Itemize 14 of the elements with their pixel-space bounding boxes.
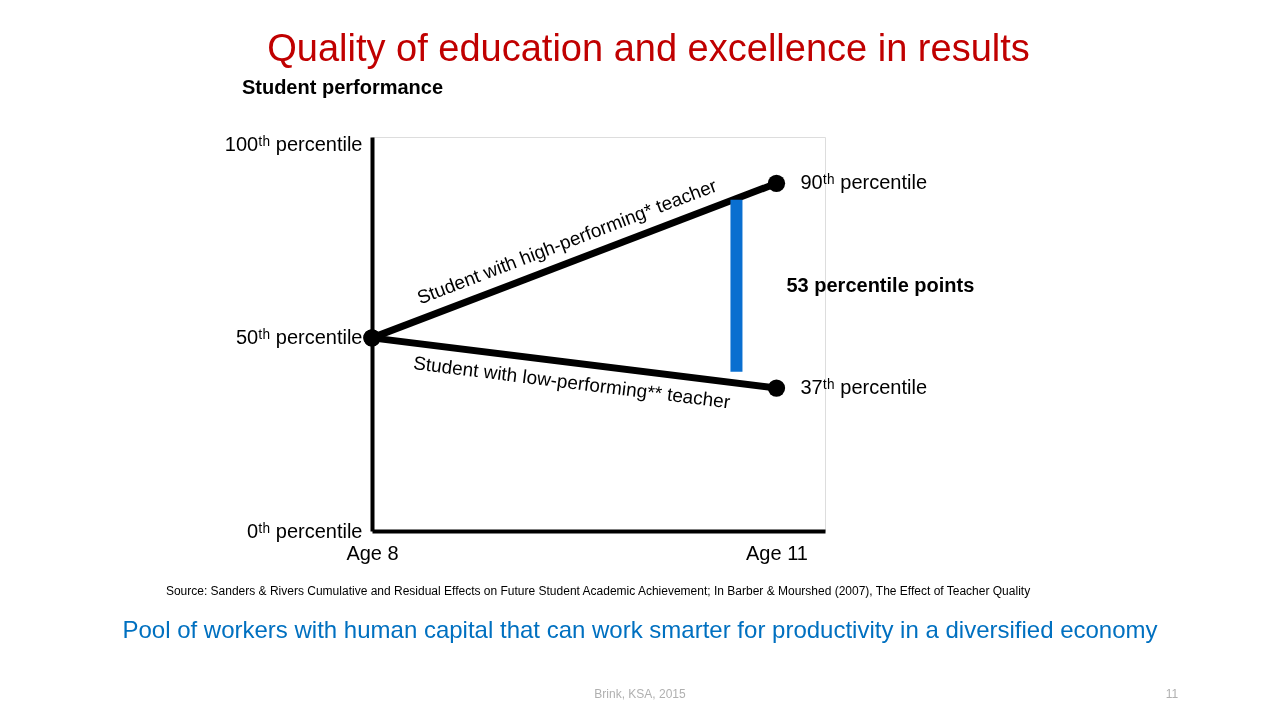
annotation: 37ᵗʰ percentile: [800, 376, 928, 399]
annotation: 90ᵗʰ percentile: [800, 171, 928, 194]
x-tick-label: Age 11: [746, 541, 808, 564]
y-tick-label: 50ᵗʰ percentile: [235, 326, 363, 349]
text: Brink, KSA, 2015: [594, 687, 687, 701]
annotation: 53 percentile points: [786, 273, 975, 296]
x-tick-label: Age 8: [346, 541, 399, 564]
source-note: Source: Sanders & Rivers Cumulative and Residual Effects on Future Student Academic Achievement; In Barber & Mourshed (2007), The Effect of Teacher Quality: [165, 584, 1031, 598]
text: 11: [1165, 687, 1179, 701]
y-tick-label: 100ᵗʰ percentile: [224, 133, 363, 156]
text: Pool of workers with human capital that can work smarter for productivity in a diversified economy: [122, 616, 1158, 643]
y-axis-title: Student performance: [241, 75, 444, 98]
chart-title: Quality of education and excellence in results: [267, 27, 1030, 69]
y-tick-label: 0ᵗʰ percentile: [247, 519, 363, 542]
